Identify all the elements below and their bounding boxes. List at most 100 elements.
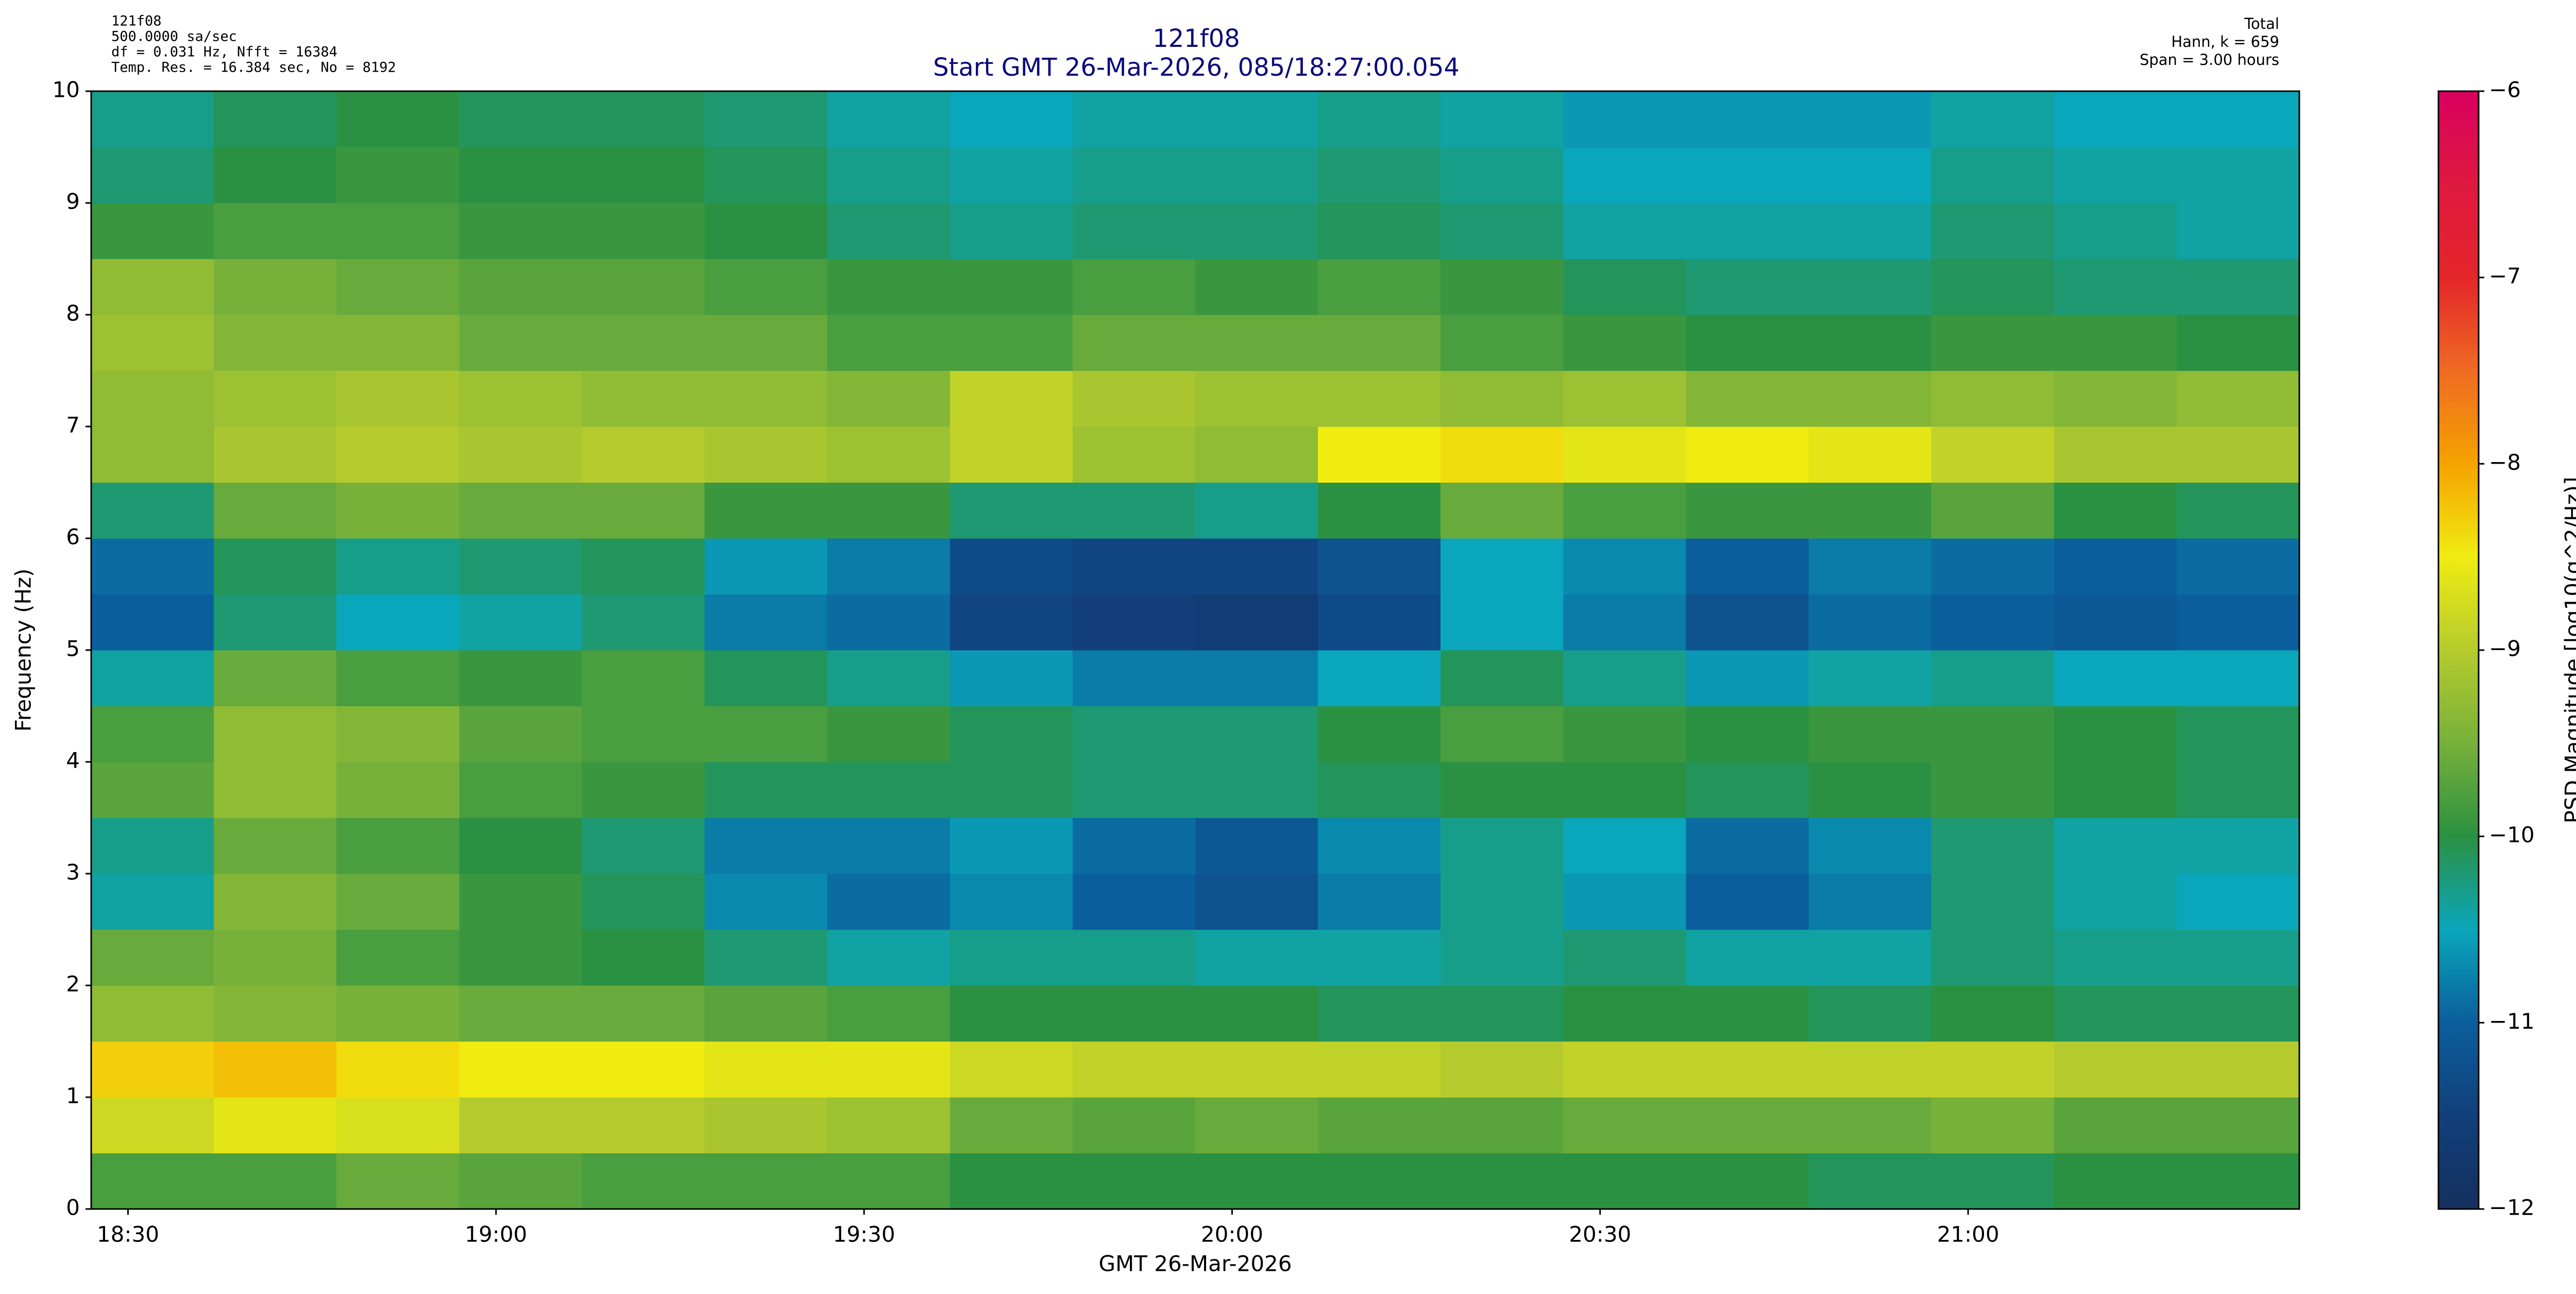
heatmap-cell <box>91 482 214 539</box>
heatmap-cell <box>1318 1041 1441 1098</box>
heatmap-cell <box>1931 594 2055 651</box>
heatmap-cell <box>827 427 951 483</box>
heatmap-cell <box>1195 259 1318 315</box>
heatmap-cell <box>1318 762 1441 818</box>
heatmap-cell <box>704 91 828 147</box>
heatmap-cell <box>2054 482 2177 539</box>
heatmap-cell <box>336 482 460 539</box>
heatmap-cell <box>1440 706 1564 762</box>
heatmap-cell <box>2176 874 2300 930</box>
heatmap-cell <box>2176 818 2300 874</box>
heatmap-cell <box>336 1097 460 1153</box>
heatmap-cell <box>704 482 828 539</box>
heatmap-cell <box>336 985 460 1042</box>
heatmap-cell <box>1563 1041 1686 1098</box>
heatmap-cell <box>1563 259 1686 315</box>
heatmap-cell <box>459 1041 582 1098</box>
heatmap-cell <box>1072 929 1196 986</box>
heatmap-cell <box>1563 427 1686 483</box>
heatmap-cell <box>1318 929 1441 986</box>
heatmap-cell <box>1440 929 1564 986</box>
heatmap-cell <box>827 874 951 930</box>
heatmap <box>91 91 2300 1210</box>
heatmap-cell <box>459 929 582 986</box>
heatmap-cell <box>91 315 214 371</box>
heatmap-cell <box>336 818 460 874</box>
heatmap-cell <box>1808 1041 1932 1098</box>
colorbar-tick-label: −6 <box>2489 77 2521 103</box>
heatmap-cell <box>336 315 460 371</box>
heatmap-cell <box>950 1153 1073 1210</box>
heatmap-cell <box>1686 482 1809 539</box>
heatmap-cell <box>2176 538 2300 594</box>
heatmap-cell <box>827 315 951 371</box>
colorbar-tick-label: −10 <box>2489 822 2535 847</box>
heatmap-cell <box>1808 147 1932 203</box>
heatmap-cell <box>1072 985 1196 1042</box>
heatmap-cell <box>1195 1097 1318 1153</box>
heatmap-cell <box>2176 370 2300 427</box>
heatmap-cell <box>950 818 1073 874</box>
heatmap-cell <box>336 706 460 762</box>
heatmap-cell <box>704 594 828 651</box>
heatmap-cell <box>582 1097 705 1153</box>
heatmap-cell <box>1931 315 2055 371</box>
heatmap-cell <box>582 259 705 315</box>
heatmap-cell <box>336 91 460 147</box>
heatmap-cell <box>336 203 460 259</box>
y-tick-label: 1 <box>66 1083 80 1109</box>
colorbar-tick-label: −8 <box>2489 450 2521 475</box>
heatmap-cell <box>950 594 1073 651</box>
heatmap-cell <box>1318 203 1441 259</box>
heatmap-cell <box>1195 482 1318 539</box>
heatmap-cell <box>1808 315 1932 371</box>
heatmap-cell <box>1318 538 1441 594</box>
heatmap-cell <box>214 650 337 706</box>
heatmap-cell <box>1686 650 1809 706</box>
heatmap-cell <box>2054 315 2177 371</box>
heatmap-cell <box>1931 203 2055 259</box>
heatmap-cell <box>1686 929 1809 986</box>
heatmap-cell <box>1072 203 1196 259</box>
heatmap-cell <box>2176 315 2300 371</box>
heatmap-cell <box>91 1153 214 1210</box>
heatmap-cell <box>91 818 214 874</box>
heatmap-cell <box>1686 203 1809 259</box>
heatmap-cell <box>1808 650 1932 706</box>
heatmap-cell <box>214 147 337 203</box>
heatmap-cell <box>214 91 337 147</box>
heatmap-cell <box>582 762 705 818</box>
heatmap-cell <box>1563 370 1686 427</box>
heatmap-cell <box>1318 147 1441 203</box>
heatmap-cell <box>704 818 828 874</box>
x-tick-label: 21:00 <box>1937 1222 1999 1247</box>
heatmap-cell <box>1195 594 1318 651</box>
heatmap-cell <box>1686 370 1809 427</box>
heatmap-cell <box>91 1041 214 1098</box>
heatmap-cell <box>459 1097 582 1153</box>
heatmap-cell <box>1808 482 1932 539</box>
heatmap-cell <box>1440 650 1564 706</box>
colorbar-label: PSD Magnitude [log10(g^2/Hz)] <box>2561 477 2576 824</box>
heatmap-cell <box>2054 203 2177 259</box>
heatmap-cell <box>1318 706 1441 762</box>
heatmap-cell <box>950 929 1073 986</box>
heatmap-cell <box>704 985 828 1042</box>
heatmap-cell <box>1686 91 1809 147</box>
heatmap-cell <box>2176 147 2300 203</box>
heatmap-cell <box>214 818 337 874</box>
heatmap-cell <box>2054 1097 2177 1153</box>
heatmap-cell <box>1931 1153 2055 1210</box>
heatmap-cell <box>1931 147 2055 203</box>
y-tick-label: 9 <box>66 189 80 214</box>
heatmap-cell <box>1195 370 1318 427</box>
heatmap-cell <box>1686 762 1809 818</box>
heatmap-cell <box>1072 259 1196 315</box>
heatmap-cell <box>459 874 582 930</box>
heatmap-cell <box>1195 147 1318 203</box>
heatmap-cell <box>459 706 582 762</box>
heatmap-cell <box>1563 1153 1686 1210</box>
heatmap-cell <box>1686 818 1809 874</box>
heatmap-cell <box>459 1153 582 1210</box>
heatmap-cell <box>1931 706 2055 762</box>
